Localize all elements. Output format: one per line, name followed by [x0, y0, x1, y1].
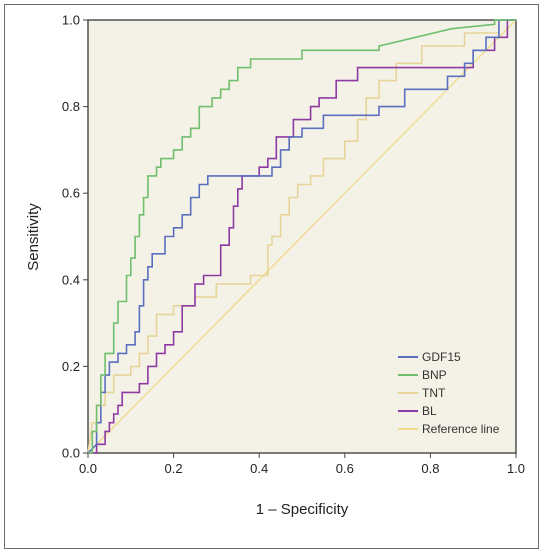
x-axis-title: 1 – Specificity: [256, 501, 349, 518]
series-line-tnt: [87, 19, 516, 454]
legend-label-bnp: BNP: [422, 368, 447, 382]
y-tick-label: 0.8: [62, 99, 80, 114]
x-tick-label: 0.4: [250, 461, 268, 476]
series-layer: [87, 19, 517, 454]
figure-frame: [4, 4, 539, 549]
x-tick-label: 0.2: [165, 461, 183, 476]
y-tick-label: 0.2: [62, 359, 80, 374]
legend: GDF15 BNP TNT BL Reference line: [398, 350, 500, 436]
x-tick-label: 0.8: [421, 461, 439, 476]
y-tick-label: 0.6: [62, 186, 80, 201]
x-tick-label: 0.6: [336, 461, 354, 476]
y-axis-title: Sensitivity: [25, 203, 42, 271]
x-tick-label: 1.0: [507, 461, 525, 476]
legend-label-gdf15: GDF15: [422, 350, 461, 364]
series-line-gdf15: [87, 19, 516, 454]
series-line-reference-line: [87, 19, 517, 454]
legend-label-reference-line: Reference line: [422, 422, 500, 436]
y-tick-label: 0.4: [62, 272, 80, 287]
x-tick-label: 0.0: [79, 461, 97, 476]
axis-layer: 0.0 0.2 0.4 0.6 0.8 1.0 0.0 0.2 0.4 0.6 0.8 1.0: [62, 13, 525, 477]
legend-label-tnt: TNT: [422, 386, 446, 400]
series-line-bl: [88, 19, 516, 454]
y-tick-label: 1.0: [62, 13, 80, 28]
y-tick-label: 0.0: [62, 446, 80, 461]
series-line-bnp: [88, 19, 516, 454]
legend-label-bl: BL: [422, 404, 437, 418]
